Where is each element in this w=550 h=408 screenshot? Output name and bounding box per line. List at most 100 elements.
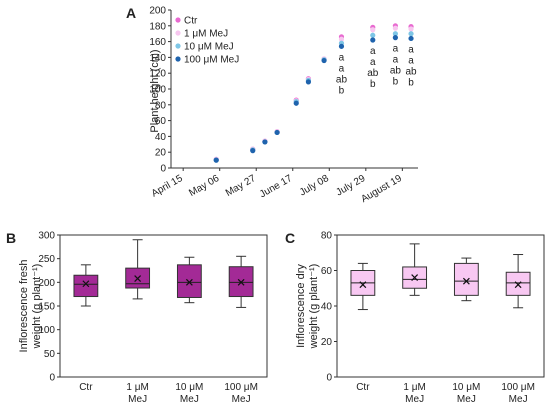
- panel-a-point: [262, 139, 268, 145]
- panel-a-point: [213, 157, 219, 163]
- panel-a-y-tick-label: 200: [149, 6, 166, 17]
- panel-a-letter: A: [126, 5, 136, 21]
- panel-a-point: [250, 148, 256, 154]
- panel-b-y-tick-label: 200: [38, 278, 55, 289]
- panel-b-category-label: 10 μM: [175, 382, 203, 393]
- panel-c-category-label: 1 μM: [403, 382, 425, 393]
- panel-a-y-tick-label: 100: [149, 85, 166, 96]
- panel-b-y-tick-label: 250: [38, 254, 55, 265]
- panel-a-significance-letter: b: [393, 77, 399, 88]
- panel-a-x-tick-label: May 27: [224, 173, 258, 199]
- panel-a-point: [305, 79, 312, 85]
- panel-b-box: [73, 274, 99, 298]
- panel-a-x-tick-label: July 08: [298, 173, 331, 199]
- panel-c-category-label: 100 μM: [501, 382, 535, 393]
- panel-c-category-label: Ctr: [356, 382, 370, 393]
- panel-a-point: [392, 31, 398, 37]
- panel-b-category-label: Ctr: [79, 382, 93, 393]
- panel-a-y-tick-label: 180: [149, 21, 166, 32]
- panel-a-significance-letter: a: [339, 52, 345, 63]
- panel-a-y-tick-label: 60: [155, 116, 167, 127]
- panel-c-category-label: MeJ: [405, 394, 424, 405]
- panel-c-y-tick-label: 0: [326, 373, 332, 384]
- panel-b-y-tick-label: 0: [49, 373, 55, 384]
- panel-a-point: [370, 32, 376, 38]
- panel-a-point: [370, 37, 376, 43]
- panel-c-letter: C: [285, 230, 295, 246]
- panel-a-legend-marker: [175, 43, 181, 49]
- panel-a-point: [274, 129, 280, 136]
- panel-b-y-tick-label: 300: [38, 231, 55, 242]
- panel-a-point: [338, 36, 345, 42]
- panel-a-significance-letter: ab: [405, 66, 417, 77]
- panel-a-legend-label: 10 μM MeJ: [184, 42, 234, 53]
- panel-a-y-tick-label: 20: [155, 148, 167, 159]
- panel-a-significance-letter: a: [408, 44, 414, 55]
- panel-a-legend-marker: [175, 56, 181, 62]
- panel-b-y-tick-label: 100: [38, 325, 55, 336]
- panel-c-y-tick-label: 80: [321, 231, 333, 242]
- panel-c-category-label: MeJ: [457, 394, 476, 405]
- panel-a-x-tick-label: August 19: [359, 173, 404, 205]
- panel-a-significance-letter: b: [370, 79, 376, 90]
- panel-b-category-label: 1 μM: [126, 382, 148, 393]
- panel-c-y-tick-label: 20: [321, 337, 333, 348]
- panel-a-x-ticks: April 15 May 06 May 27 June 17 July 08 July 2…: [150, 168, 404, 205]
- panel-a-point: [321, 57, 327, 64]
- panel-a-y-tick-label: 140: [149, 53, 166, 64]
- panel-a-x-tick-label: June 17: [258, 173, 295, 201]
- panel-b-category-label: MeJ: [180, 394, 199, 405]
- panel-a-significance-letter: a: [339, 63, 345, 74]
- panel-b: B 0 50 100 150 200 250 300 Inflorescence fresh w…: [6, 230, 268, 405]
- panel-c-y-tick-label: 60: [321, 266, 333, 277]
- panel-c: C 0 20 40 60 80 Inflorescence dry weight (g pl…: [285, 230, 545, 405]
- panel-c-plot: 0 20 40 60 80 Inflorescence dry weight (g plan…: [295, 231, 545, 405]
- panel-a-legend-marker: [175, 30, 181, 36]
- panel-a-significance-letter: a: [408, 55, 414, 66]
- panel-a-points: [213, 23, 414, 163]
- panel-a-point: [370, 27, 376, 33]
- panel-c-mean-marker: [514, 281, 522, 289]
- panel-a-point: [293, 100, 299, 106]
- panel-c-plot-frame: [336, 234, 545, 378]
- panel-a-point: [392, 35, 398, 41]
- panel-a-significance-letter: a: [370, 57, 376, 68]
- panel-b-plot: 0 50 100 150 200 250 300 Inflorescence fresh wei…: [18, 231, 268, 405]
- panel-a-legend-label: Ctr: [184, 16, 198, 27]
- panel-b-mean-marker: [82, 280, 90, 288]
- panel-a-point: [338, 43, 345, 49]
- panel-a-significance-letter: a: [370, 46, 376, 57]
- panel-a-legend: Ctr 1 μM MeJ 10 μM MeJ 100 μM MeJ: [175, 16, 239, 66]
- panel-a-significance-letter: ab: [336, 74, 348, 85]
- panel-b-plot-frame: [59, 234, 268, 378]
- panel-b-box: [176, 264, 202, 298]
- panel-a-point: [408, 26, 414, 32]
- panel-a-y-ticks: 0 20 40 60 80 100 120 140 160 180 200: [149, 6, 171, 175]
- panel-c-y-axis-title-line: weight (g plant⁻¹): [308, 264, 320, 350]
- panel-a-significance-letter: a: [393, 44, 399, 55]
- panel-c-mean-marker: [359, 281, 367, 289]
- panel-b-category-label: 100 μM: [224, 382, 258, 393]
- panel-a-significance-letter: a: [393, 55, 399, 66]
- panel-a-x-tick-label: April 15: [150, 173, 185, 200]
- panel-a-significance-letter: ab: [367, 68, 379, 79]
- panel-b-y-tick-label: 50: [44, 349, 56, 360]
- panel-b-y-axis-title-line: weight (g plant⁻¹): [31, 264, 43, 350]
- panel-c-category-label: 10 μM: [452, 382, 480, 393]
- panel-c-category-label: MeJ: [509, 394, 528, 405]
- panel-a-point: [408, 35, 414, 42]
- panel-c-mean-marker: [462, 277, 470, 285]
- panel-a-significance-letter: ab: [390, 66, 402, 77]
- panel-b-y-tick-label: 150: [38, 302, 55, 313]
- panel-a-y-tick-label: 160: [149, 37, 166, 48]
- panel-a-y-tick-label: 80: [155, 100, 167, 111]
- panel-a-y-axis-title: Plant height (cm): [149, 49, 161, 132]
- panel-a-y-tick-label: 120: [149, 69, 166, 80]
- panel-a-point: [392, 25, 398, 31]
- panel-b-y-axis-title-line: Inflorescence fresh: [18, 260, 30, 353]
- panel-b-category-label: MeJ: [232, 394, 251, 405]
- panel-a-x-tick-label: May 06: [187, 173, 221, 199]
